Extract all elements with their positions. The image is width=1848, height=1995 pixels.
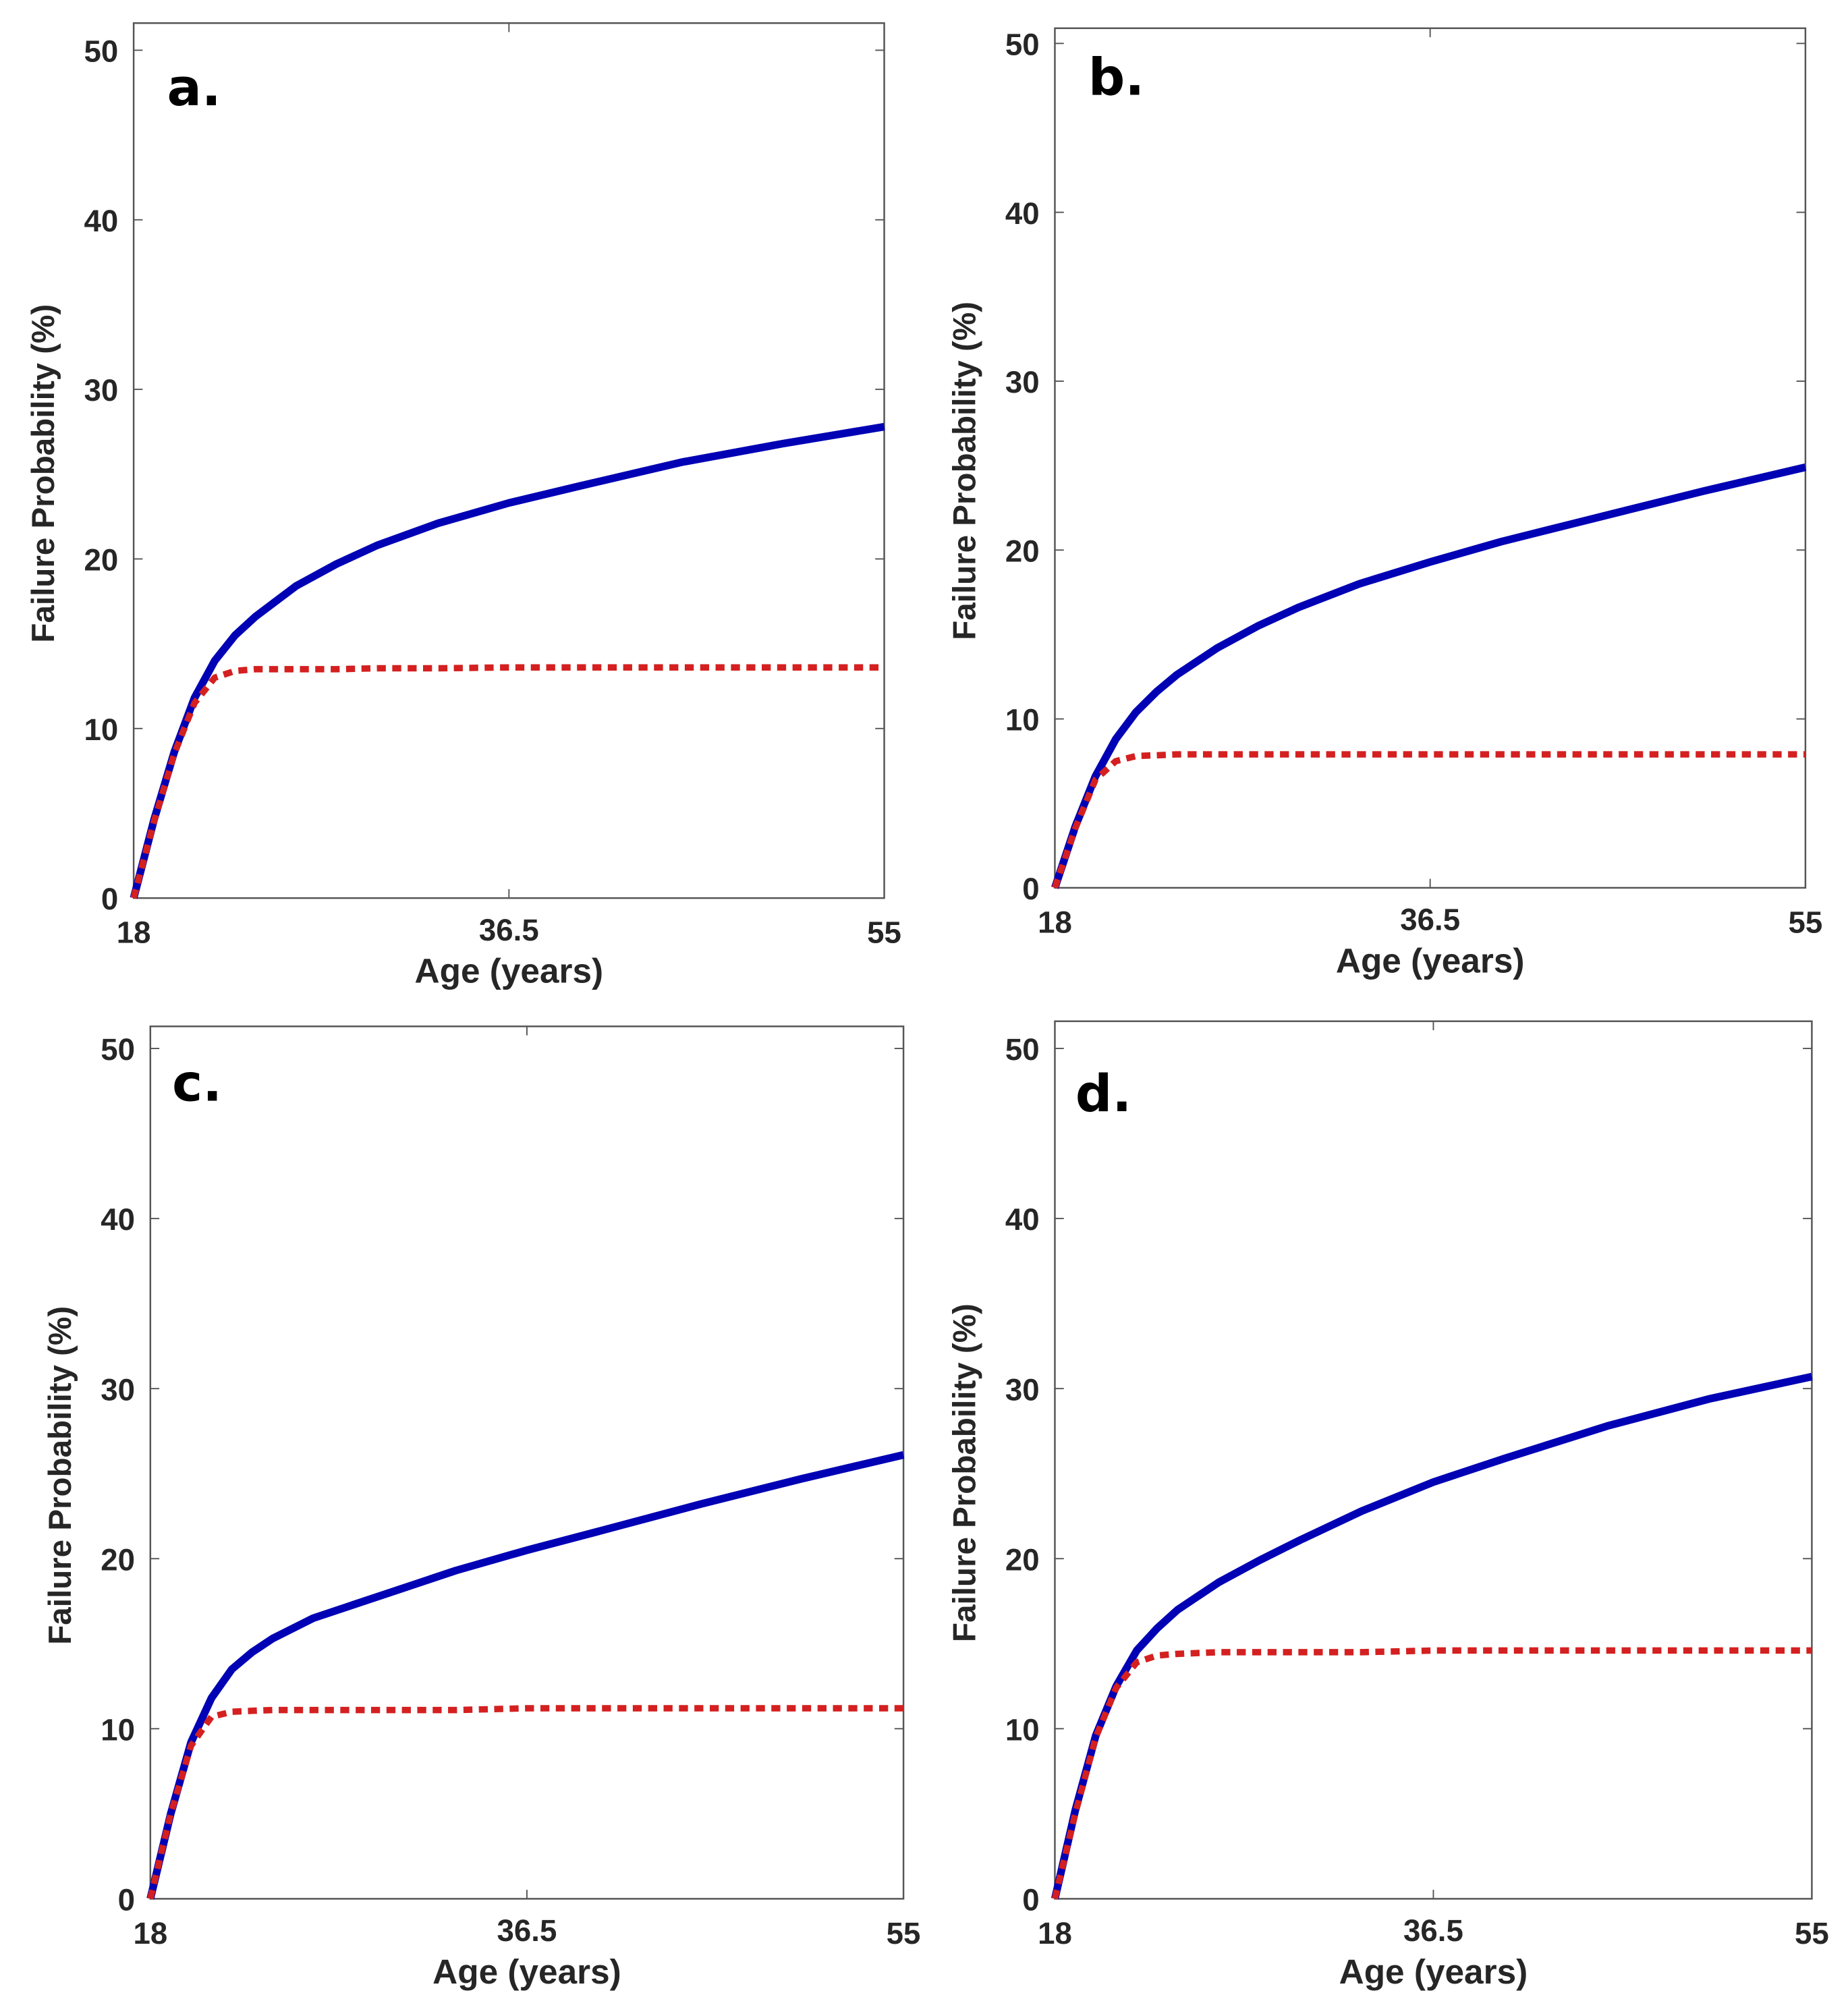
- y-tick-label: 0: [1022, 872, 1039, 906]
- y-tick-label: 0: [1022, 1882, 1039, 1917]
- y-tick-label: 10: [1005, 1712, 1040, 1747]
- x-tick-label: 36.5: [1403, 1913, 1463, 1948]
- y-tick-label: 50: [101, 1032, 135, 1067]
- y-tick-label: 0: [118, 1882, 135, 1917]
- y-tick-label: 50: [84, 34, 119, 69]
- series-line-red-dotted: [1051, 751, 1805, 889]
- y-axis-label: Failure Probability (%): [43, 1306, 78, 1645]
- y-tick-label: 50: [1005, 1032, 1040, 1067]
- panel-label: d.: [1075, 1063, 1131, 1123]
- y-tick-label: 30: [84, 373, 119, 408]
- x-tick-label: 18: [117, 916, 151, 950]
- chart-panel-c: 0 10 20 30 40 50 18 36.5 55 Age (years) Failure Pr…: [43, 1025, 921, 1991]
- x-axis-label: Age (years): [432, 1952, 621, 1991]
- chart-panel-d: 0 10 20 30 40 50 18 36.5 55 Age (years) Failure Pr…: [947, 1020, 1829, 1991]
- x-tick-label: 36.5: [479, 913, 539, 947]
- panel-label: c.: [172, 1053, 222, 1113]
- x-tick-label: 18: [133, 1916, 167, 1950]
- series-line-red-dotted: [147, 1705, 904, 1900]
- x-tick-label: 55: [1795, 1916, 1829, 1950]
- y-tick-label: 30: [1005, 365, 1040, 399]
- series-line-red-dotted: [130, 664, 885, 899]
- x-tick-label: 18: [1038, 1916, 1072, 1950]
- axes-frame: [1054, 1020, 1813, 1900]
- y-tick-label: 40: [1005, 196, 1040, 231]
- y-tick-label: 40: [84, 204, 119, 238]
- x-tick-label: 36.5: [497, 1913, 557, 1948]
- y-tick-label: 10: [101, 1712, 135, 1747]
- y-tick-label: 30: [101, 1372, 135, 1407]
- x-tick-label: 18: [1038, 905, 1072, 939]
- y-axis-label: Failure Probability (%): [26, 304, 61, 643]
- y-tick-label: 10: [84, 712, 119, 747]
- y-tick-label: 30: [1005, 1372, 1040, 1407]
- y-tick-label: 20: [84, 543, 119, 578]
- x-tick-label: 55: [887, 1916, 921, 1950]
- y-tick-label: 0: [101, 882, 118, 916]
- series-line-blue-solid: [1051, 463, 1807, 889]
- x-tick-label: 55: [867, 916, 901, 950]
- y-tick-label: 50: [1005, 27, 1040, 61]
- panel-label: a.: [167, 57, 221, 117]
- series-line-blue-solid: [1051, 1372, 1813, 1900]
- y-axis-label: Failure Probability (%): [947, 1303, 983, 1642]
- y-tick-label: 20: [1005, 534, 1040, 568]
- axes-frame: [132, 22, 885, 899]
- x-tick-label: 55: [1789, 905, 1823, 939]
- chart-panel-b: 0 10 20 30 40 50 18 36.5 55 Age (years) Failure Pr…: [947, 27, 1823, 980]
- x-tick-label: 36.5: [1400, 903, 1460, 937]
- series-line-red-dotted: [1051, 1647, 1812, 1900]
- y-axis-label: Failure Probability (%): [947, 302, 983, 640]
- series-line-blue-solid: [146, 1451, 905, 1900]
- y-tick-label: 40: [101, 1202, 135, 1237]
- x-axis-label: Age (years): [1339, 1952, 1528, 1991]
- y-tick-label: 40: [1005, 1202, 1040, 1237]
- x-axis-label: Age (years): [415, 952, 604, 990]
- chart-panel-a: 0 10 20 30 40 50 18 36.5 55 Age (years) Failure Pr…: [26, 22, 901, 990]
- axes-frame: [149, 1025, 905, 1900]
- axes-frame: [1054, 27, 1807, 889]
- series-line-blue-solid: [130, 422, 885, 899]
- y-tick-label: 10: [1005, 703, 1040, 737]
- y-tick-label: 20: [1005, 1542, 1040, 1577]
- y-tick-label: 20: [101, 1542, 135, 1577]
- x-axis-label: Age (years): [1336, 941, 1525, 980]
- panel-label: b.: [1088, 47, 1144, 107]
